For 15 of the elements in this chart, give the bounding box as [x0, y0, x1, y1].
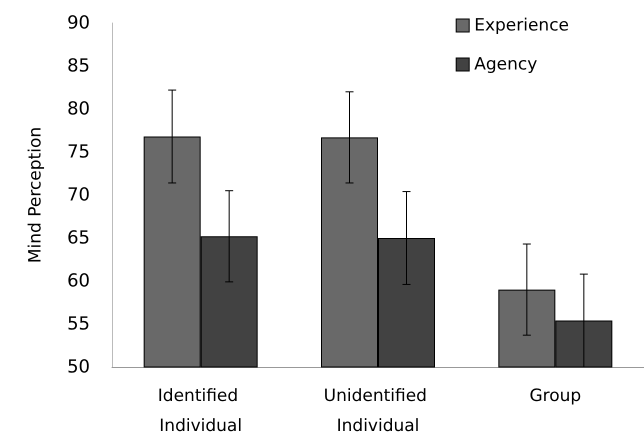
- y-axis-title: Mind Perception: [26, 126, 46, 264]
- x-tick-label: Unidentified Individual: [324, 386, 432, 436]
- y-tick-label: 65: [67, 228, 90, 248]
- y-tick-label: 60: [67, 270, 90, 292]
- legend-label: Experience: [474, 16, 570, 36]
- y-tick-label: 70: [67, 184, 90, 206]
- y-tick-label: 55: [67, 314, 90, 334]
- x-tick-label: Identified Individual: [158, 386, 244, 436]
- y-tick-label: 90: [67, 12, 90, 34]
- legend-label: Agency: [474, 54, 538, 74]
- y-tick-label: 75: [67, 142, 90, 162]
- x-tick-label: Group: [529, 386, 582, 406]
- y-tick-label: 50: [67, 356, 90, 378]
- y-tick-label: 85: [67, 56, 90, 76]
- y-tick-label: 80: [67, 98, 90, 120]
